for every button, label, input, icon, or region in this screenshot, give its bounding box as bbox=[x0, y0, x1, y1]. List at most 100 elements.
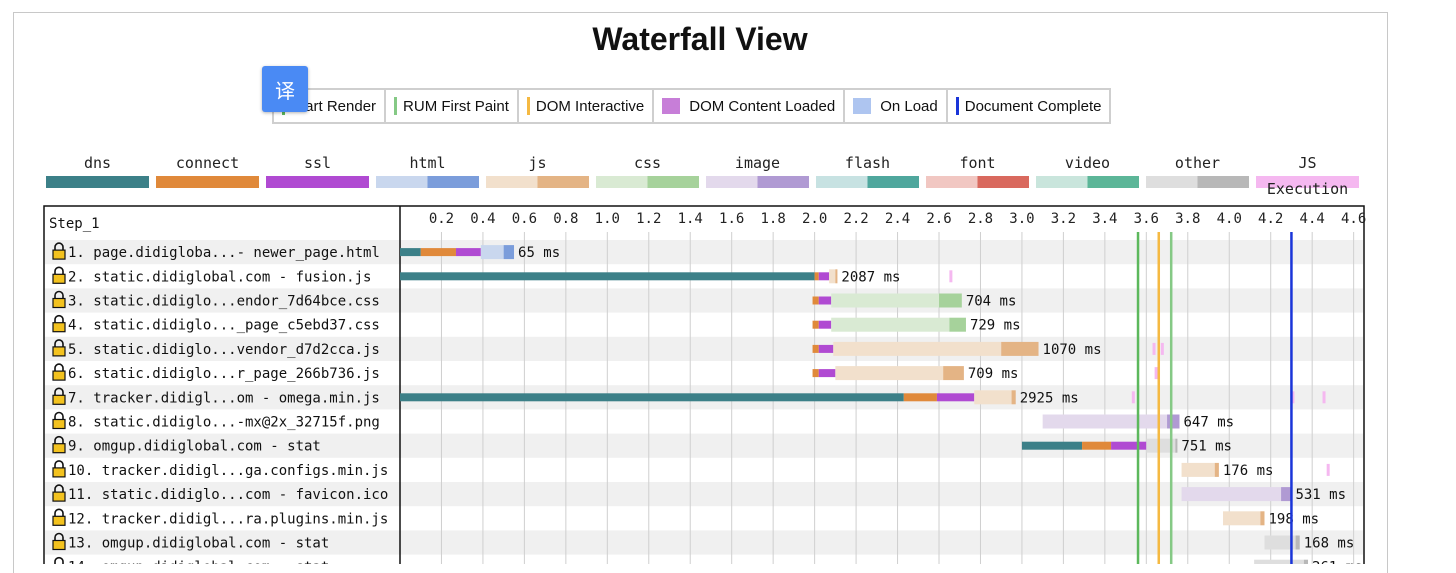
request-segment bbox=[818, 369, 836, 378]
row-stripe bbox=[45, 240, 1363, 265]
type-legend-label: video bbox=[1064, 154, 1111, 172]
request-segment bbox=[818, 320, 832, 329]
type-legend-swatch bbox=[376, 176, 479, 188]
lock-icon bbox=[52, 484, 66, 502]
type-legend-label: JS Execution bbox=[1266, 154, 1349, 198]
request-label: 12. tracker.didigl...ra.plugins.min.js bbox=[68, 511, 388, 527]
duration-label: 2087 ms bbox=[841, 269, 900, 285]
request-segment bbox=[1111, 441, 1147, 450]
x-tick-label: 3.6 bbox=[1134, 211, 1159, 227]
type-legend-item: dns bbox=[46, 150, 149, 188]
request-segment bbox=[831, 317, 950, 332]
x-tick-label: 2.0 bbox=[802, 211, 827, 227]
milestone-legend: Start Render RUM First Paint DOM Interacti… bbox=[272, 88, 1112, 128]
x-tick-label: 0.6 bbox=[512, 211, 537, 227]
milestone-legend-label: On Load bbox=[880, 97, 938, 115]
milestone-legend-item: Document Complete bbox=[947, 88, 1112, 124]
lock-icon bbox=[52, 532, 66, 551]
request-segment bbox=[814, 272, 819, 281]
x-tick-label: 1.4 bbox=[678, 211, 703, 227]
x-tick-label: 2.4 bbox=[885, 211, 910, 227]
page-title: Waterfall View bbox=[592, 21, 808, 57]
request-segment bbox=[818, 344, 834, 353]
type-legend-label: js bbox=[528, 154, 547, 172]
type-legend-swatch bbox=[486, 176, 589, 188]
request-segment bbox=[1303, 559, 1309, 564]
request-segment bbox=[812, 369, 819, 378]
x-tick-label: 4.0 bbox=[1217, 211, 1242, 227]
x-tick-label: 4.2 bbox=[1258, 211, 1283, 227]
translate-button[interactable]: 译 bbox=[262, 66, 308, 112]
request-label: 9. omgup.didiglobal.com - stat bbox=[68, 439, 321, 455]
request-segment bbox=[1082, 441, 1112, 450]
js-execution-mark bbox=[1131, 391, 1135, 404]
milestone-legend-item: RUM First Paint bbox=[386, 88, 519, 124]
type-legend-item: ssl bbox=[266, 150, 369, 188]
js-execution-mark bbox=[1322, 391, 1326, 404]
type-legend-swatch bbox=[706, 176, 809, 188]
milestone-legend-item: On Load bbox=[845, 88, 948, 124]
request-segment bbox=[1181, 487, 1282, 502]
request-label: 7. tracker.didigl...om - omega.min.js bbox=[68, 390, 380, 406]
milestone-legend-label: RUM First Paint bbox=[403, 97, 509, 115]
request-segment bbox=[1223, 511, 1261, 526]
request-segment bbox=[400, 393, 904, 402]
request-segment bbox=[812, 296, 819, 305]
duration-label: 2925 ms bbox=[1020, 390, 1079, 406]
duration-label: 261 ms bbox=[1312, 560, 1363, 564]
milestone-legend-label: Start Render bbox=[291, 97, 377, 115]
x-tick-label: 4.4 bbox=[1300, 211, 1325, 227]
type-legend-item: js bbox=[486, 150, 589, 188]
chart-border bbox=[43, 205, 1365, 564]
request-segment bbox=[1021, 441, 1083, 450]
duration-label: 168 ms bbox=[1304, 536, 1355, 552]
request-segment bbox=[1175, 438, 1178, 453]
type-legend-label: connect bbox=[175, 154, 240, 172]
type-legend-label: flash bbox=[844, 154, 891, 172]
type-legend-label: html bbox=[409, 154, 446, 172]
x-tick-label: 2.6 bbox=[926, 211, 951, 227]
request-segment bbox=[1181, 462, 1215, 477]
x-tick-label: 0.8 bbox=[553, 211, 578, 227]
request-segment bbox=[1214, 462, 1219, 477]
x-tick-label: 2.2 bbox=[843, 211, 868, 227]
type-legend-item: css bbox=[596, 150, 699, 188]
type-legend-item: other bbox=[1146, 150, 1249, 188]
lock-icon bbox=[52, 339, 66, 357]
type-legend-label: ssl bbox=[303, 154, 332, 172]
type-legend-swatch bbox=[266, 176, 369, 188]
legend-swatch bbox=[662, 98, 681, 114]
duration-label: 65 ms bbox=[518, 245, 560, 261]
duration-label: 709 ms bbox=[968, 366, 1019, 382]
lock-icon bbox=[52, 242, 66, 260]
type-legend-swatch bbox=[1036, 176, 1139, 188]
row-stripe bbox=[45, 530, 1363, 555]
type-legend-swatch bbox=[816, 176, 919, 188]
x-tick-label: 4.6 bbox=[1341, 211, 1366, 227]
type-legend-label: css bbox=[633, 154, 662, 172]
request-segment bbox=[812, 320, 819, 329]
type-legend-item: html bbox=[376, 150, 479, 188]
request-segment bbox=[1254, 559, 1304, 564]
lock-icon bbox=[52, 290, 66, 309]
row-stripe bbox=[45, 336, 1363, 361]
lock-icon bbox=[52, 435, 66, 454]
legend-swatch bbox=[853, 98, 872, 114]
lock-icon bbox=[52, 363, 66, 381]
request-segment bbox=[1001, 341, 1039, 356]
request-segment bbox=[835, 269, 838, 284]
request-segment bbox=[503, 245, 515, 260]
request-segment bbox=[1264, 535, 1296, 550]
request-label: 13. omgup.didiglobal.com - stat bbox=[68, 536, 329, 552]
duration-label: 704 ms bbox=[966, 294, 1017, 310]
request-segment bbox=[420, 248, 456, 257]
duration-label: 647 ms bbox=[1183, 415, 1234, 431]
duration-label: 751 ms bbox=[1181, 439, 1232, 455]
type-legend-label: dns bbox=[83, 154, 112, 172]
milestone-legend-label: DOM Content Loaded bbox=[689, 97, 836, 115]
type-legend-label: font bbox=[959, 154, 996, 172]
type-legend-item: JS Execution bbox=[1256, 150, 1359, 198]
milestone-legend-item: DOM Interactive bbox=[518, 88, 655, 124]
lock-icon bbox=[52, 387, 66, 405]
duration-label: 176 ms bbox=[1223, 463, 1274, 479]
